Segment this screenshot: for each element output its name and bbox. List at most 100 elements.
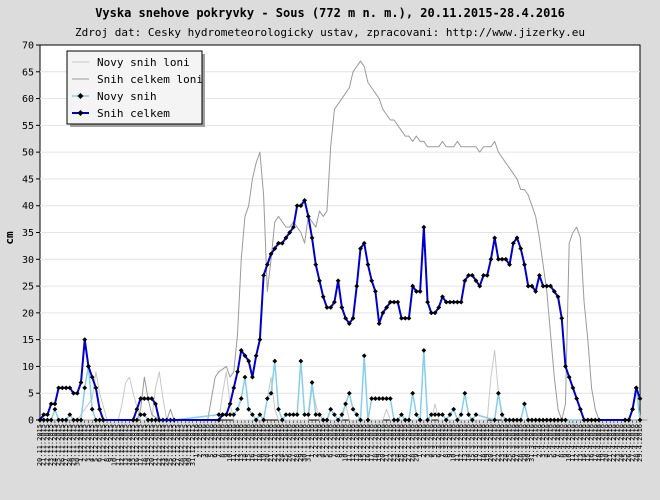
x-tick-label: 15.2.2016 — [360, 424, 368, 462]
data-point — [287, 230, 293, 235]
data-point — [518, 417, 524, 423]
legend: Novy snih loni Snih celkem loni Novy snih S… — [66, 50, 205, 127]
data-point — [544, 417, 550, 423]
data-point — [153, 417, 158, 423]
data-point — [59, 417, 65, 423]
data-point — [291, 412, 296, 418]
x-tick-label: 12.3.2016 — [457, 424, 465, 462]
data-point — [563, 417, 568, 423]
data-point — [231, 412, 237, 418]
data-point — [361, 240, 367, 246]
x-tick-label: 1.1.2016 — [193, 424, 201, 458]
data-point — [633, 385, 639, 391]
x-tick-label: 29.3.2016 — [520, 424, 528, 462]
data-point — [227, 412, 233, 418]
x-tick-label: 29.11.2015 — [70, 424, 78, 466]
data-point — [473, 412, 479, 418]
data-point — [495, 390, 501, 396]
data-point — [440, 294, 445, 300]
x-tick-label: 19.1.2016 — [260, 424, 268, 462]
legend-item: Novy snih loni — [72, 56, 190, 69]
data-point — [253, 353, 259, 359]
data-point — [130, 417, 136, 423]
data-point — [350, 406, 356, 412]
x-tick-label: 10.2.2016 — [342, 424, 350, 462]
x-tick-label: 20.3.2016 — [487, 424, 495, 462]
data-point — [313, 262, 319, 268]
data-point — [421, 224, 427, 230]
y-tick-label: 10 — [22, 362, 34, 373]
data-point — [387, 299, 393, 305]
x-tick-label: 22.1.2016 — [271, 424, 279, 462]
data-point — [462, 390, 468, 396]
x-tick-label: 24.3.2016 — [502, 424, 510, 462]
x-tick-label: 6.3.2016 — [435, 424, 443, 458]
data-point — [499, 412, 505, 418]
data-point — [235, 369, 240, 375]
x-tick-label: 8.1.2016 — [219, 424, 227, 458]
data-point — [346, 321, 352, 326]
x-tick-label: 23.3.2016 — [498, 424, 506, 462]
data-point — [596, 417, 602, 423]
data-point — [376, 396, 382, 401]
data-point — [332, 299, 337, 305]
data-point — [354, 283, 360, 289]
data-point — [548, 417, 553, 423]
x-tick-label: 15.1.2016 — [245, 424, 253, 462]
data-point — [585, 417, 591, 423]
x-tick-label: 24.11.2015 — [51, 424, 59, 466]
x-tick-label: 18.1.2016 — [256, 424, 264, 462]
x-tick-label: 25.12.2015 — [166, 424, 174, 466]
data-point — [149, 417, 155, 423]
x-tick-label: 14.2.2016 — [356, 424, 364, 462]
data-point — [637, 396, 643, 401]
data-point — [466, 412, 471, 418]
x-tick-label: 30.3.2016 — [524, 424, 532, 462]
legend-label: Snih celkem loni — [97, 73, 203, 86]
x-tick-label: 8.2.2016 — [334, 424, 342, 458]
data-point — [302, 412, 307, 418]
x-tick-label: 5.1.2016 — [207, 424, 215, 458]
data-point — [332, 412, 337, 418]
data-point — [406, 315, 412, 321]
data-point — [298, 203, 304, 209]
x-tick-label: 12.12.2015 — [118, 424, 126, 466]
x-tick-label: 25.4.2016 — [621, 424, 629, 462]
data-point — [138, 396, 144, 401]
x-tick-label: 27.11.2015 — [62, 424, 70, 466]
x-tick-label: 23.1.2016 — [275, 424, 283, 462]
data-point — [71, 390, 76, 396]
x-tick-label: 21.4.2016 — [606, 424, 614, 462]
data-point — [462, 278, 468, 284]
data-point — [507, 417, 512, 423]
x-tick-label: 17.1.2016 — [252, 424, 260, 462]
x-tick-label: 9.12.2015 — [107, 424, 115, 462]
x-tick-label: 11.4.2016 — [569, 424, 577, 462]
data-point — [264, 262, 270, 268]
x-tick-label: 18.2.2016 — [371, 424, 379, 462]
data-point — [626, 417, 632, 423]
x-tick-label: 6.2.2016 — [327, 424, 335, 458]
data-point — [279, 417, 285, 423]
data-point — [328, 305, 334, 310]
data-point — [566, 374, 572, 380]
x-tick-label: 25.2.2016 — [397, 424, 405, 462]
x-tick-label: 3.12.2015 — [84, 424, 92, 462]
data-point — [272, 358, 278, 364]
data-point — [447, 299, 453, 305]
x-tick-label: 25.3.2016 — [506, 424, 514, 462]
data-point — [563, 364, 568, 369]
x-tick-label: 21.2.2016 — [383, 424, 391, 462]
data-point — [481, 272, 486, 278]
data-point — [484, 272, 490, 278]
data-point — [551, 417, 557, 423]
data-point — [78, 380, 84, 385]
data-point — [339, 305, 345, 310]
x-tick-label: 16.1.2016 — [248, 424, 256, 462]
data-point — [339, 412, 345, 418]
data-point — [294, 203, 300, 209]
data-point — [283, 235, 289, 241]
data-point — [488, 256, 494, 262]
data-point — [447, 412, 453, 418]
data-point — [369, 278, 375, 284]
